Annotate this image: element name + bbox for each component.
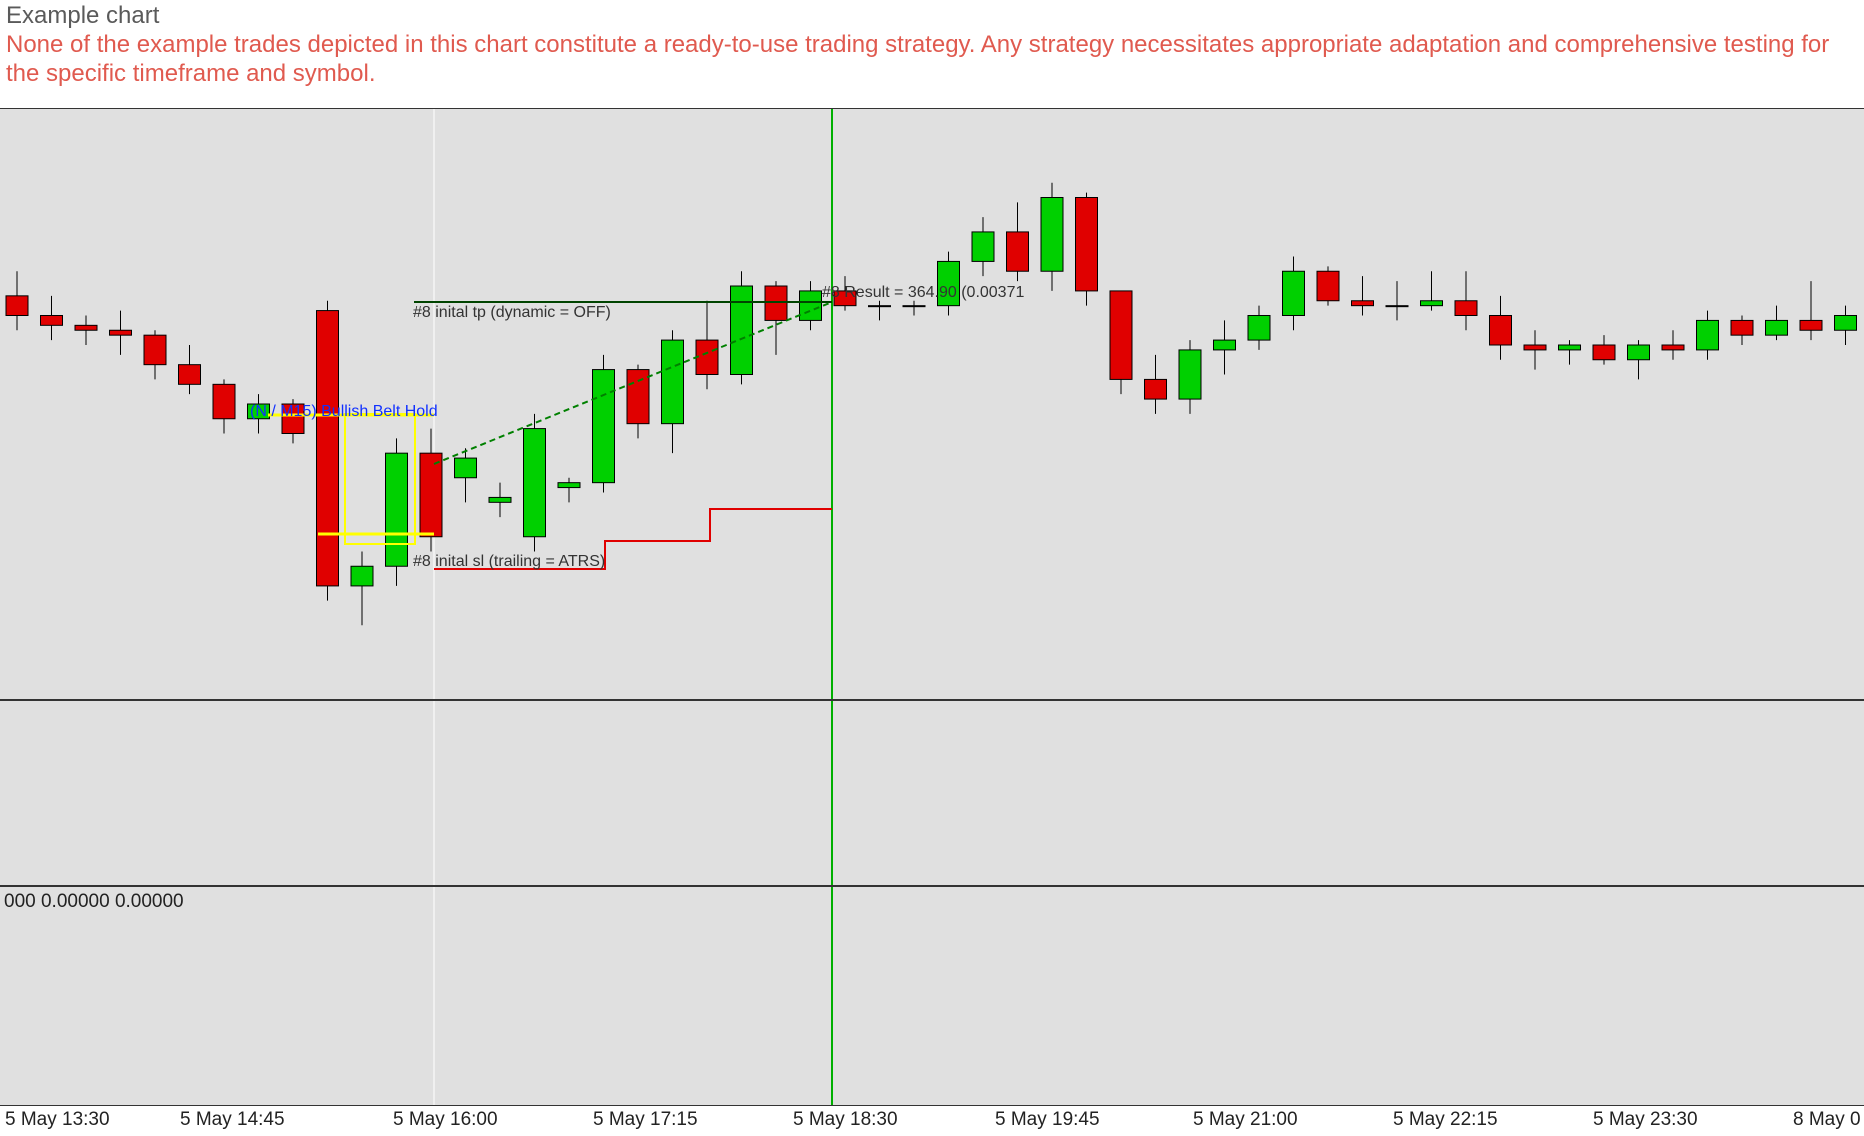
chart-disclaimer: None of the example trades depicted in t… bbox=[6, 31, 1858, 89]
xaxis-label: 5 May 22:15 bbox=[1393, 1109, 1498, 1131]
xaxis-label: 5 May 16:00 bbox=[393, 1109, 498, 1131]
chart-area: (N / M15) Bullish Belt Hold #8 inital tp… bbox=[0, 108, 1864, 1133]
xaxis-label: 5 May 14:45 bbox=[180, 1109, 285, 1131]
pattern-annotation: (N / M15) Bullish Belt Hold bbox=[250, 403, 438, 421]
exit-marker-sub1 bbox=[831, 701, 833, 885]
sl-annotation: #8 inital sl (trailing = ATRS) bbox=[413, 553, 605, 571]
tp-annotation: #8 inital tp (dynamic = OFF) bbox=[413, 304, 611, 322]
indicator-values: 000 0.00000 0.00000 bbox=[4, 891, 184, 913]
xaxis-label: 5 May 13:30 bbox=[5, 1109, 110, 1131]
xaxis-label: 8 May 0 bbox=[1793, 1109, 1861, 1131]
indicator-panel-2[interactable]: 000 0.00000 0.00000 bbox=[0, 887, 1864, 1105]
chart-title: Example chart bbox=[6, 2, 1858, 31]
price-panel[interactable]: (N / M15) Bullish Belt Hold #8 inital tp… bbox=[0, 109, 1864, 701]
exit-marker-sub2 bbox=[831, 887, 833, 1105]
xaxis-label: 5 May 18:30 bbox=[793, 1109, 898, 1131]
xaxis-label: 5 May 17:15 bbox=[593, 1109, 698, 1131]
xaxis-label: 5 May 23:30 bbox=[1593, 1109, 1698, 1131]
entry-marker-sub1 bbox=[433, 701, 435, 885]
xaxis-label: 5 May 21:00 bbox=[1193, 1109, 1298, 1131]
time-axis: 5 May 13:30 5 May 14:45 5 May 16:00 5 May 1… bbox=[0, 1105, 1864, 1136]
result-annotation: #8 Result = 364.90 (0.00371 bbox=[822, 284, 1024, 302]
chart-header: Example chart None of the example trades… bbox=[0, 0, 1864, 92]
xaxis-label: 5 May 19:45 bbox=[995, 1109, 1100, 1131]
entry-marker-sub2 bbox=[433, 887, 435, 1105]
indicator-panel-1[interactable] bbox=[0, 701, 1864, 887]
